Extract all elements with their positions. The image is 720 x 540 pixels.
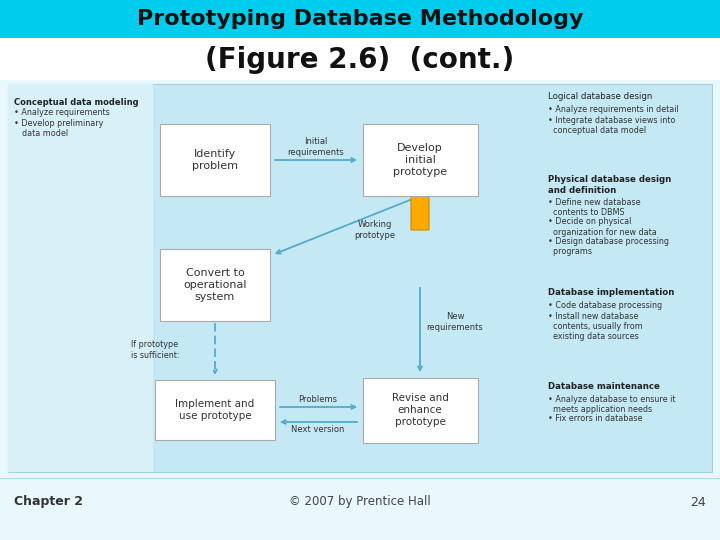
Text: • Design database processing
  programs: • Design database processing programs — [548, 237, 669, 256]
Text: 24: 24 — [690, 496, 706, 509]
Text: • Install new database
  contents, usually from
  existing data sources: • Install new database contents, usually… — [548, 312, 643, 341]
Text: Problems: Problems — [299, 395, 338, 404]
Text: If prototype
is sufficient:: If prototype is sufficient: — [131, 340, 179, 360]
Text: Revise and
enhance
prototype: Revise and enhance prototype — [392, 394, 449, 427]
Text: • Decide on physical
  organization for new data: • Decide on physical organization for ne… — [548, 217, 657, 237]
Text: Identify
problem: Identify problem — [192, 149, 238, 171]
Text: Prototyping Database Methodology: Prototyping Database Methodology — [137, 9, 583, 29]
Text: Chapter 2: Chapter 2 — [14, 496, 83, 509]
Bar — [8, 84, 712, 472]
Text: • Develop preliminary: • Develop preliminary — [14, 119, 104, 128]
Text: New
requirements: New requirements — [427, 312, 483, 332]
Bar — [362, 377, 477, 442]
Text: Logical database design: Logical database design — [548, 92, 652, 101]
Text: • Define new database
  contents to DBMS: • Define new database contents to DBMS — [548, 198, 641, 217]
Bar — [0, 0, 720, 38]
Text: © 2007 by Prentice Hall: © 2007 by Prentice Hall — [289, 496, 431, 509]
Bar — [362, 124, 477, 196]
Text: Physical database design
and definition: Physical database design and definition — [548, 175, 671, 195]
Text: Conceptual data modeling: Conceptual data modeling — [14, 98, 139, 107]
Text: Working
prototype: Working prototype — [354, 220, 395, 240]
Text: • Fix errors in database: • Fix errors in database — [548, 414, 642, 423]
Bar — [0, 38, 720, 80]
Bar — [155, 380, 275, 440]
Bar — [160, 249, 270, 321]
Text: Next version: Next version — [292, 426, 345, 435]
Text: Initial
requirements: Initial requirements — [287, 137, 344, 157]
Text: Develop
initial
prototype: Develop initial prototype — [393, 144, 447, 177]
Text: Implement and
use prototype: Implement and use prototype — [176, 399, 255, 421]
Bar — [8, 84, 153, 472]
Text: • Analyze database to ensure it
  meets application needs: • Analyze database to ensure it meets ap… — [548, 395, 675, 414]
Text: • Code database processing: • Code database processing — [548, 301, 662, 310]
Text: Convert to
operational
system: Convert to operational system — [184, 268, 247, 302]
Text: Database maintenance: Database maintenance — [548, 382, 660, 391]
Bar — [160, 124, 270, 196]
Text: • Analyze requirements: • Analyze requirements — [14, 108, 109, 117]
Text: (Figure 2.6)  (cont.): (Figure 2.6) (cont.) — [205, 46, 515, 74]
FancyArrow shape — [405, 170, 435, 230]
Text: Database implementation: Database implementation — [548, 288, 675, 297]
Text: • Integrate database views into
  conceptual data model: • Integrate database views into conceptu… — [548, 116, 675, 135]
Text: data model: data model — [22, 129, 68, 138]
Text: • Analyze requirements in detail: • Analyze requirements in detail — [548, 105, 679, 114]
